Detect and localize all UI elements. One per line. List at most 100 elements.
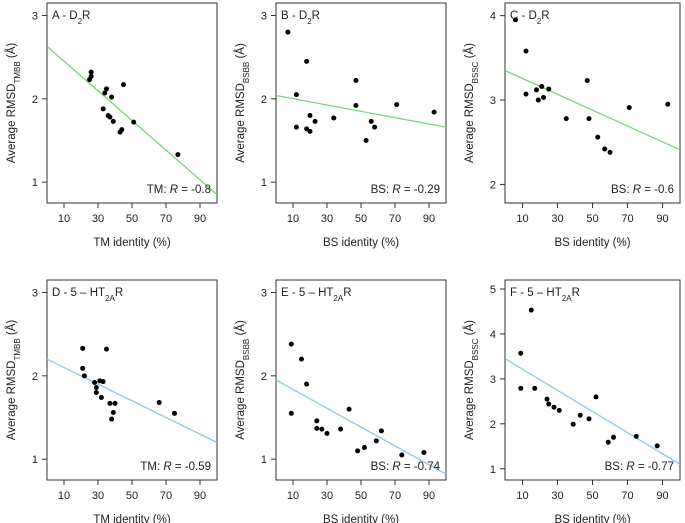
data-point: [107, 400, 113, 406]
x-axis-label: BS identity (%): [323, 237, 399, 249]
x-tick-label: 10: [58, 490, 70, 502]
data-point: [602, 146, 608, 152]
x-tick-label: 10: [516, 213, 528, 225]
data-point: [563, 116, 569, 122]
correlation-label: BS: R = -0.74: [371, 461, 441, 473]
x-tick-label: 50: [126, 213, 138, 225]
data-point: [546, 401, 552, 407]
plot-frame: [504, 2, 681, 204]
data-point: [361, 445, 367, 450]
x-axis-label: BS identity (%): [554, 237, 630, 249]
x-tick-label: 50: [126, 490, 138, 502]
data-point: [368, 118, 374, 124]
x-tick-label: 30: [92, 490, 104, 502]
y-tick-label: 3: [490, 374, 496, 386]
data-point: [586, 116, 592, 122]
x-tick-label: 90: [194, 490, 206, 502]
data-point: [319, 426, 325, 432]
data-point: [399, 452, 405, 458]
y-tick-label: 5: [490, 284, 496, 296]
x-axis-label: BS identity (%): [554, 514, 630, 523]
panel-title: A - D2R: [52, 10, 90, 26]
data-point: [110, 410, 116, 415]
data-point: [355, 448, 361, 454]
data-point: [131, 119, 137, 125]
y-tick-label: 3: [261, 11, 267, 23]
y-axis-label: Average RMSDTMBB (Å): [5, 320, 22, 441]
panel-title: E - 5 – HT2AR: [281, 287, 352, 303]
data-point: [109, 94, 115, 100]
data-point: [518, 385, 524, 391]
data-point: [285, 29, 291, 35]
x-tick-label: 50: [355, 213, 367, 225]
x-tick-label: 70: [160, 213, 172, 225]
data-point: [605, 439, 611, 445]
data-point: [584, 78, 590, 84]
data-point: [293, 92, 299, 98]
data-point: [431, 109, 437, 115]
data-point: [121, 82, 126, 88]
x-tick-label: 30: [321, 490, 333, 502]
data-point: [104, 346, 109, 352]
data-point: [324, 430, 330, 436]
data-point: [611, 434, 616, 440]
chart-panel-1: 10 30 50 70 90 1 2 3 A - D2R TM: R = -0.8 TM ident…: [5, 2, 218, 249]
data-point: [551, 404, 557, 410]
x-axis-label: TM identity (%): [93, 237, 170, 249]
data-point: [93, 385, 99, 390]
data-point: [528, 307, 534, 313]
data-point: [304, 58, 310, 64]
data-point: [172, 410, 177, 416]
x-tick-label: 90: [423, 490, 435, 502]
x-tick-label: 90: [656, 490, 668, 502]
data-point: [513, 17, 518, 23]
data-point: [539, 84, 545, 90]
data-point: [312, 118, 318, 124]
x-tick-label: 70: [389, 213, 401, 225]
data-point: [518, 350, 524, 356]
data-point: [523, 48, 529, 54]
x-tick-label: 30: [92, 213, 104, 225]
regression-line: [505, 69, 680, 151]
data-point: [593, 394, 599, 400]
y-tick-label: 2: [32, 94, 38, 106]
y-axis-label: Average RMSDTMBB (Å): [5, 43, 22, 164]
y-axis-label: Average RMSDBSBB (Å): [234, 43, 251, 163]
chart-panel-3: 10 30 50 70 90 2 3 4 C - D2R BS: R = -0.6 BS ident…: [463, 2, 681, 249]
data-point: [88, 69, 94, 75]
plot-frame: [275, 2, 447, 204]
plot-frame: [275, 279, 447, 481]
data-point: [595, 134, 601, 140]
data-point: [654, 443, 660, 449]
regression-line: [276, 94, 446, 128]
correlation-label: BS: R = -0.77: [605, 461, 674, 473]
y-tick-label: 3: [261, 288, 267, 300]
data-point: [307, 113, 313, 118]
x-axis-label: BS identity (%): [323, 514, 399, 523]
data-point: [346, 406, 352, 412]
regression-line: [47, 358, 217, 444]
data-point: [546, 86, 552, 92]
chart-panel-4: 10 30 50 70 90 1 2 3 D - 5 – HT2AR TM: R = -0.59 T…: [5, 279, 218, 523]
data-point: [92, 380, 98, 385]
data-point: [156, 400, 162, 405]
x-tick-label: 30: [551, 490, 563, 502]
data-point: [175, 152, 181, 158]
panel-title: C - D2R: [510, 10, 550, 26]
data-point: [109, 416, 115, 422]
data-point: [110, 118, 116, 124]
data-point: [544, 396, 550, 402]
x-tick-label: 10: [58, 213, 70, 225]
data-point: [314, 425, 320, 431]
correlation-label: TM: R = -0.8: [147, 184, 211, 196]
data-point: [107, 114, 113, 120]
data-point: [80, 365, 86, 371]
data-point: [104, 86, 109, 92]
data-point: [577, 412, 583, 418]
data-point: [535, 97, 541, 103]
y-tick-label: 1: [32, 177, 38, 189]
x-tick-label: 70: [621, 490, 633, 502]
y-tick-label: 1: [490, 464, 496, 476]
data-point: [338, 426, 344, 432]
panel-title: F - 5 – HT2AR: [510, 287, 580, 303]
